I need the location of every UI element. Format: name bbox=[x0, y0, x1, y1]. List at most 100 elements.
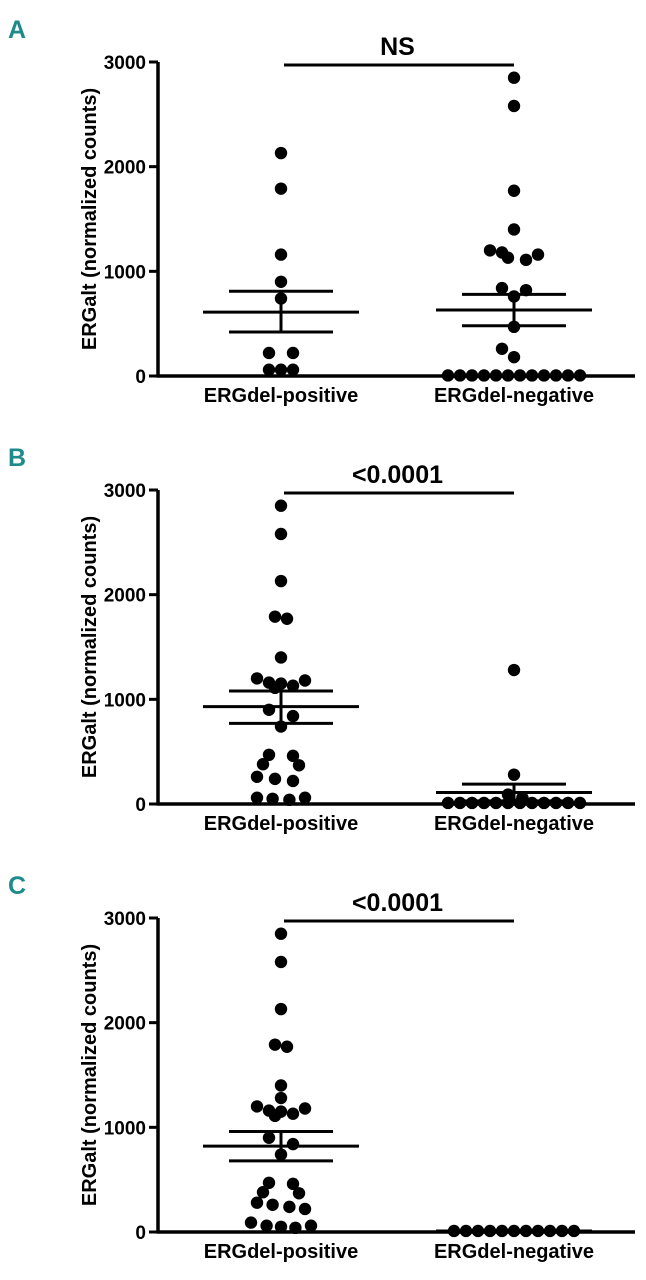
data-point bbox=[274, 955, 288, 969]
data-point bbox=[250, 1100, 264, 1113]
data-point bbox=[274, 499, 288, 512]
data-point bbox=[274, 248, 288, 261]
x-category-label: ERGdel-negative bbox=[434, 385, 594, 407]
panel-c: C ERGalt (normalized counts) 0 1000 2000 3000… bbox=[8, 872, 635, 1263]
data-point bbox=[256, 758, 270, 771]
data-point bbox=[567, 1224, 581, 1238]
data-point bbox=[531, 1224, 545, 1238]
data-point bbox=[525, 369, 539, 382]
y-tick-label: 3000 bbox=[104, 53, 146, 74]
comparison-label: <0.0001 bbox=[352, 461, 443, 489]
data-point bbox=[262, 363, 276, 376]
data-point bbox=[274, 1079, 288, 1092]
data-point bbox=[465, 369, 479, 382]
data-point bbox=[573, 369, 587, 382]
data-point bbox=[531, 248, 545, 261]
data-point bbox=[286, 774, 300, 788]
data-point bbox=[507, 663, 521, 677]
data-point bbox=[298, 1102, 312, 1115]
data-point bbox=[507, 99, 521, 113]
data-point bbox=[483, 1224, 497, 1238]
data-point bbox=[274, 363, 288, 376]
data-point bbox=[268, 681, 282, 695]
comparison-label: <0.0001 bbox=[352, 889, 443, 917]
data-point bbox=[262, 1176, 276, 1190]
data-point bbox=[519, 1224, 533, 1238]
data-point bbox=[274, 292, 288, 305]
data-point bbox=[268, 772, 282, 786]
data-point bbox=[286, 709, 300, 723]
data-point bbox=[280, 1040, 294, 1053]
panel-letter: A bbox=[8, 16, 26, 44]
x-category-label: ERGdel-positive bbox=[204, 813, 358, 835]
data-point bbox=[489, 369, 503, 382]
comparison-label: NS bbox=[380, 33, 415, 61]
data-point bbox=[459, 1224, 473, 1238]
data-point bbox=[262, 1131, 276, 1145]
panel-b: B ERGalt (normalized counts) 0 1000 2000 3000… bbox=[8, 444, 635, 835]
y-tick-label: 2000 bbox=[104, 586, 146, 607]
data-point bbox=[274, 574, 288, 588]
data-point bbox=[471, 1224, 485, 1238]
data-point bbox=[283, 1200, 296, 1214]
data-point bbox=[274, 1148, 288, 1161]
data-point bbox=[465, 796, 479, 810]
data-point bbox=[477, 369, 491, 382]
data-point bbox=[286, 1137, 300, 1151]
data-point bbox=[507, 71, 521, 84]
data-point bbox=[286, 749, 300, 763]
data-point bbox=[573, 796, 587, 810]
y-axis-title: ERGalt (normalized counts) bbox=[79, 516, 101, 778]
data-point bbox=[549, 796, 563, 810]
data-point bbox=[283, 793, 296, 807]
data-point bbox=[507, 768, 521, 781]
data-point bbox=[268, 1109, 282, 1123]
data-point bbox=[262, 346, 276, 360]
data-point bbox=[260, 1219, 273, 1232]
data-point bbox=[543, 1224, 557, 1238]
data-point bbox=[274, 1220, 288, 1233]
data-point bbox=[495, 342, 509, 355]
y-tick-label: 1000 bbox=[104, 1118, 146, 1139]
y-tick-label: 1000 bbox=[104, 262, 146, 283]
data-point bbox=[507, 350, 521, 364]
y-tick-label: 2000 bbox=[104, 158, 146, 179]
data-point bbox=[561, 796, 575, 810]
data-point bbox=[266, 792, 279, 805]
data-point bbox=[501, 796, 515, 810]
data-point bbox=[561, 369, 575, 382]
data-point bbox=[286, 679, 300, 692]
data-point bbox=[274, 1091, 288, 1105]
data-point bbox=[274, 1002, 288, 1016]
data-point bbox=[495, 1224, 509, 1238]
data-point bbox=[280, 612, 294, 625]
data-point bbox=[489, 796, 503, 810]
data-point bbox=[507, 223, 521, 236]
data-point bbox=[266, 1198, 279, 1211]
data-point bbox=[292, 759, 306, 772]
panel-letter: B bbox=[8, 444, 26, 472]
data-point bbox=[286, 346, 300, 360]
data-point bbox=[507, 184, 521, 197]
data-point bbox=[477, 796, 491, 810]
data-point bbox=[441, 796, 455, 810]
panel-a: A ERGalt (normalized counts) 0 1000 2000 3000… bbox=[8, 16, 635, 407]
x-category-label: ERGdel-negative bbox=[434, 813, 594, 835]
data-point bbox=[286, 1107, 300, 1120]
data-point bbox=[507, 290, 521, 303]
data-point bbox=[519, 283, 533, 297]
data-point bbox=[268, 610, 282, 623]
data-point bbox=[555, 1224, 569, 1238]
data-point bbox=[447, 1224, 461, 1238]
y-tick-label: 2000 bbox=[104, 1014, 146, 1035]
data-point bbox=[304, 1219, 318, 1232]
data-point bbox=[274, 182, 288, 195]
data-point bbox=[286, 1177, 300, 1191]
data-point bbox=[274, 651, 288, 664]
y-tick-label: 3000 bbox=[104, 909, 146, 930]
y-tick-label: 1000 bbox=[104, 690, 146, 711]
data-point bbox=[513, 796, 527, 810]
y-tick-label: 0 bbox=[135, 1223, 146, 1244]
panel-letter: C bbox=[8, 872, 26, 900]
data-point bbox=[298, 1202, 312, 1216]
